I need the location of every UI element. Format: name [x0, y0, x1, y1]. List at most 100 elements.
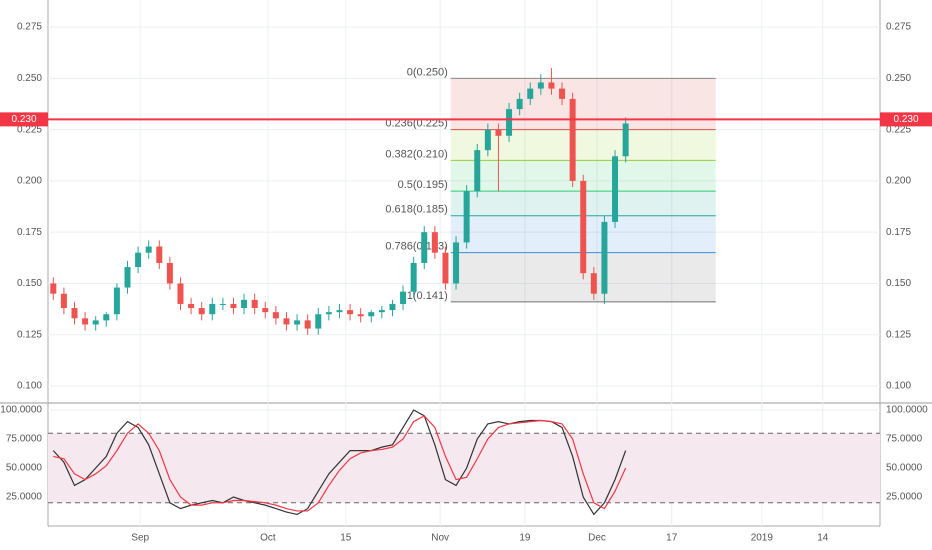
candle-body: [368, 312, 375, 317]
y-tick-label: 25.0000: [886, 492, 923, 503]
price-tag: [0, 112, 48, 127]
x-tick-label: 14: [817, 533, 829, 544]
fib-label: 0.382(0.210): [385, 148, 447, 160]
candle-body: [50, 283, 57, 294]
candle-body: [262, 308, 269, 313]
candle-body: [357, 314, 364, 317]
candle-body: [612, 156, 619, 222]
candle-body: [378, 310, 385, 313]
candle-body: [60, 293, 67, 309]
candle-body: [601, 221, 608, 294]
fib-label: 0.786(0.163): [385, 241, 447, 253]
candle-body: [347, 310, 354, 315]
y-tick-label: 0.275: [17, 22, 42, 33]
candle-body: [622, 123, 629, 157]
candle-body: [188, 303, 195, 309]
y-tick-label: 75.0000: [6, 434, 43, 445]
y-tick-label: 50.0000: [886, 463, 923, 474]
band-fill: [48, 433, 880, 503]
fib-label: 0.618(0.185): [385, 204, 447, 216]
candle-body: [251, 299, 258, 309]
candle-body: [272, 312, 279, 319]
fib-label: 1(0.141): [407, 290, 448, 302]
y-tick-label: 75.0000: [886, 434, 923, 445]
y-tick-label: 0.150: [886, 278, 911, 289]
candle-body: [421, 232, 428, 263]
y-tick-label: 0.250: [17, 73, 42, 84]
candle-body: [230, 303, 237, 309]
candle-body: [294, 320, 301, 325]
fib-label: 0(0.250): [407, 66, 448, 78]
candle-body: [315, 314, 322, 329]
candle-body: [209, 303, 216, 315]
x-tick-label: 19: [519, 533, 531, 544]
y-tick-label: 0.200: [886, 176, 911, 187]
candle-body: [82, 318, 89, 325]
candle-body: [283, 318, 290, 325]
candle-body: [113, 287, 120, 315]
fib-label: 0.236(0.225): [385, 118, 447, 130]
x-tick-label: Sep: [131, 533, 149, 544]
y-tick-label: 25.0000: [6, 492, 43, 503]
candle-body: [559, 88, 566, 99]
candle-body: [92, 320, 99, 325]
candle-body: [506, 109, 513, 136]
fib-zone: [450, 129, 716, 161]
candle-body: [431, 232, 438, 253]
y-tick-label: 50.0000: [6, 463, 43, 474]
stoch-line: [53, 415, 627, 512]
candle-body: [177, 283, 184, 304]
candle-body: [166, 262, 173, 284]
y-tick-label: 0.200: [17, 176, 42, 187]
candle-body: [304, 320, 311, 329]
candle-body: [336, 310, 343, 313]
price-label: 0.230: [11, 114, 36, 125]
candle-body: [156, 246, 163, 263]
x-tick-label: 2019: [751, 533, 774, 544]
candle-body: [474, 150, 481, 192]
fib-label: 0.5(0.195): [398, 179, 448, 191]
y-tick-label: 0.100: [886, 381, 911, 392]
y-tick-label: 0.225: [17, 124, 42, 135]
candle-body: [569, 98, 576, 181]
candle-body: [103, 314, 110, 321]
y-tick-label: 0.250: [886, 73, 911, 84]
candle-body: [580, 180, 587, 274]
y-tick-label: 0.175: [886, 227, 911, 238]
candle-body: [124, 267, 131, 288]
y-tick-label: 0.275: [886, 22, 911, 33]
candle-body: [442, 252, 449, 284]
candle-body: [325, 312, 332, 315]
y-tick-label: 0.125: [886, 329, 911, 340]
candle-body: [389, 303, 396, 311]
candle-body: [495, 129, 502, 136]
stoch-line: [52, 409, 627, 516]
x-tick-label: Oct: [260, 533, 276, 544]
x-tick-label: 17: [666, 533, 678, 544]
fib-zone: [450, 78, 716, 130]
candle-body: [484, 129, 491, 151]
candle-body: [219, 303, 226, 305]
candle-body: [463, 191, 470, 243]
candle-body: [198, 308, 205, 315]
y-tick-label: 0.125: [17, 329, 42, 340]
candle-body: [590, 273, 597, 294]
candle-body: [410, 262, 417, 292]
y-tick-label: 100.0000: [0, 405, 42, 416]
candle-body: [71, 308, 78, 319]
y-tick-label: 0.150: [17, 278, 42, 289]
y-tick-label: 100.0000: [886, 405, 928, 416]
candle-body: [516, 98, 523, 110]
x-tick-label: Dec: [588, 533, 606, 544]
y-tick-label: 0.225: [886, 124, 911, 135]
price-tag: [880, 112, 932, 127]
candle-body: [241, 299, 248, 309]
x-tick-label: Nov: [431, 533, 449, 544]
candle-body: [453, 242, 460, 284]
candle-body: [400, 291, 407, 304]
x-tick-label: 15: [340, 533, 352, 544]
price-label: 0.230: [893, 114, 918, 125]
candle-body: [527, 88, 534, 99]
candle-body: [145, 246, 152, 253]
